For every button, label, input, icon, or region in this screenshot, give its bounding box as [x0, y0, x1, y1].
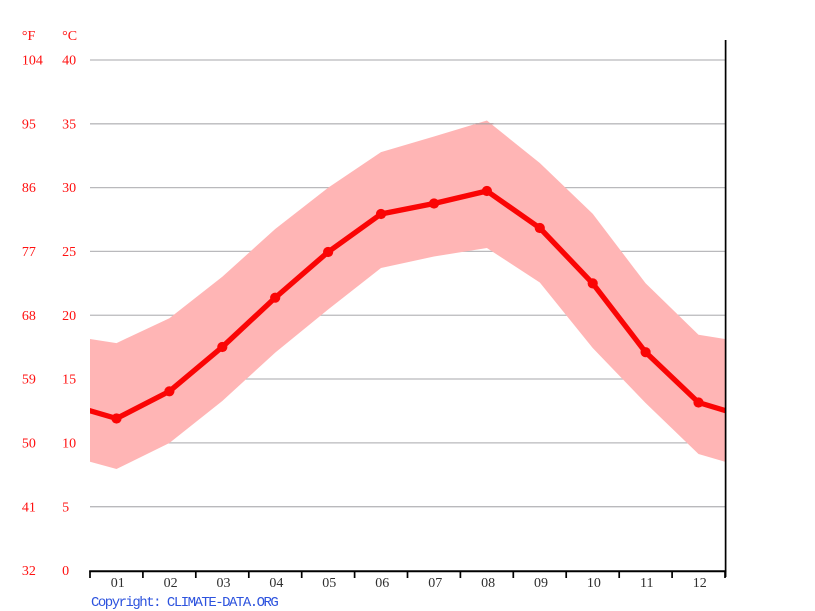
svg-text:10: 10: [587, 576, 601, 591]
svg-text:5: 5: [62, 500, 69, 515]
svg-text:07: 07: [428, 576, 442, 591]
svg-text:32: 32: [22, 564, 36, 579]
svg-text:09: 09: [534, 576, 548, 591]
svg-text:04: 04: [269, 576, 283, 591]
svg-text:40: 40: [62, 54, 76, 69]
svg-text:15: 15: [62, 373, 76, 388]
svg-text:20: 20: [62, 309, 76, 324]
svg-text:03: 03: [217, 576, 231, 591]
svg-text:41: 41: [22, 500, 36, 515]
svg-text:35: 35: [62, 117, 76, 132]
svg-text:30: 30: [62, 181, 76, 196]
svg-text:°F: °F: [22, 29, 36, 44]
svg-text:104: 104: [22, 54, 43, 69]
svg-text:77: 77: [22, 245, 36, 260]
svg-text:25: 25: [62, 245, 76, 260]
svg-text:0: 0: [62, 564, 69, 579]
svg-text:06: 06: [375, 576, 389, 591]
svg-text:01: 01: [111, 576, 125, 591]
svg-text:10: 10: [62, 437, 76, 452]
svg-text:Copyright: CLIMATE-DATA.ORG: Copyright: CLIMATE-DATA.ORG: [91, 595, 278, 611]
svg-text:12: 12: [693, 576, 707, 591]
svg-text:95: 95: [22, 117, 36, 132]
svg-text:68: 68: [22, 309, 36, 324]
svg-text:11: 11: [640, 576, 653, 591]
svg-text:86: 86: [22, 181, 36, 196]
svg-text:59: 59: [22, 373, 36, 388]
svg-text:08: 08: [481, 576, 495, 591]
svg-text:02: 02: [164, 576, 178, 591]
svg-text:50: 50: [22, 437, 36, 452]
svg-text:05: 05: [322, 576, 336, 591]
svg-text:°C: °C: [62, 29, 77, 44]
